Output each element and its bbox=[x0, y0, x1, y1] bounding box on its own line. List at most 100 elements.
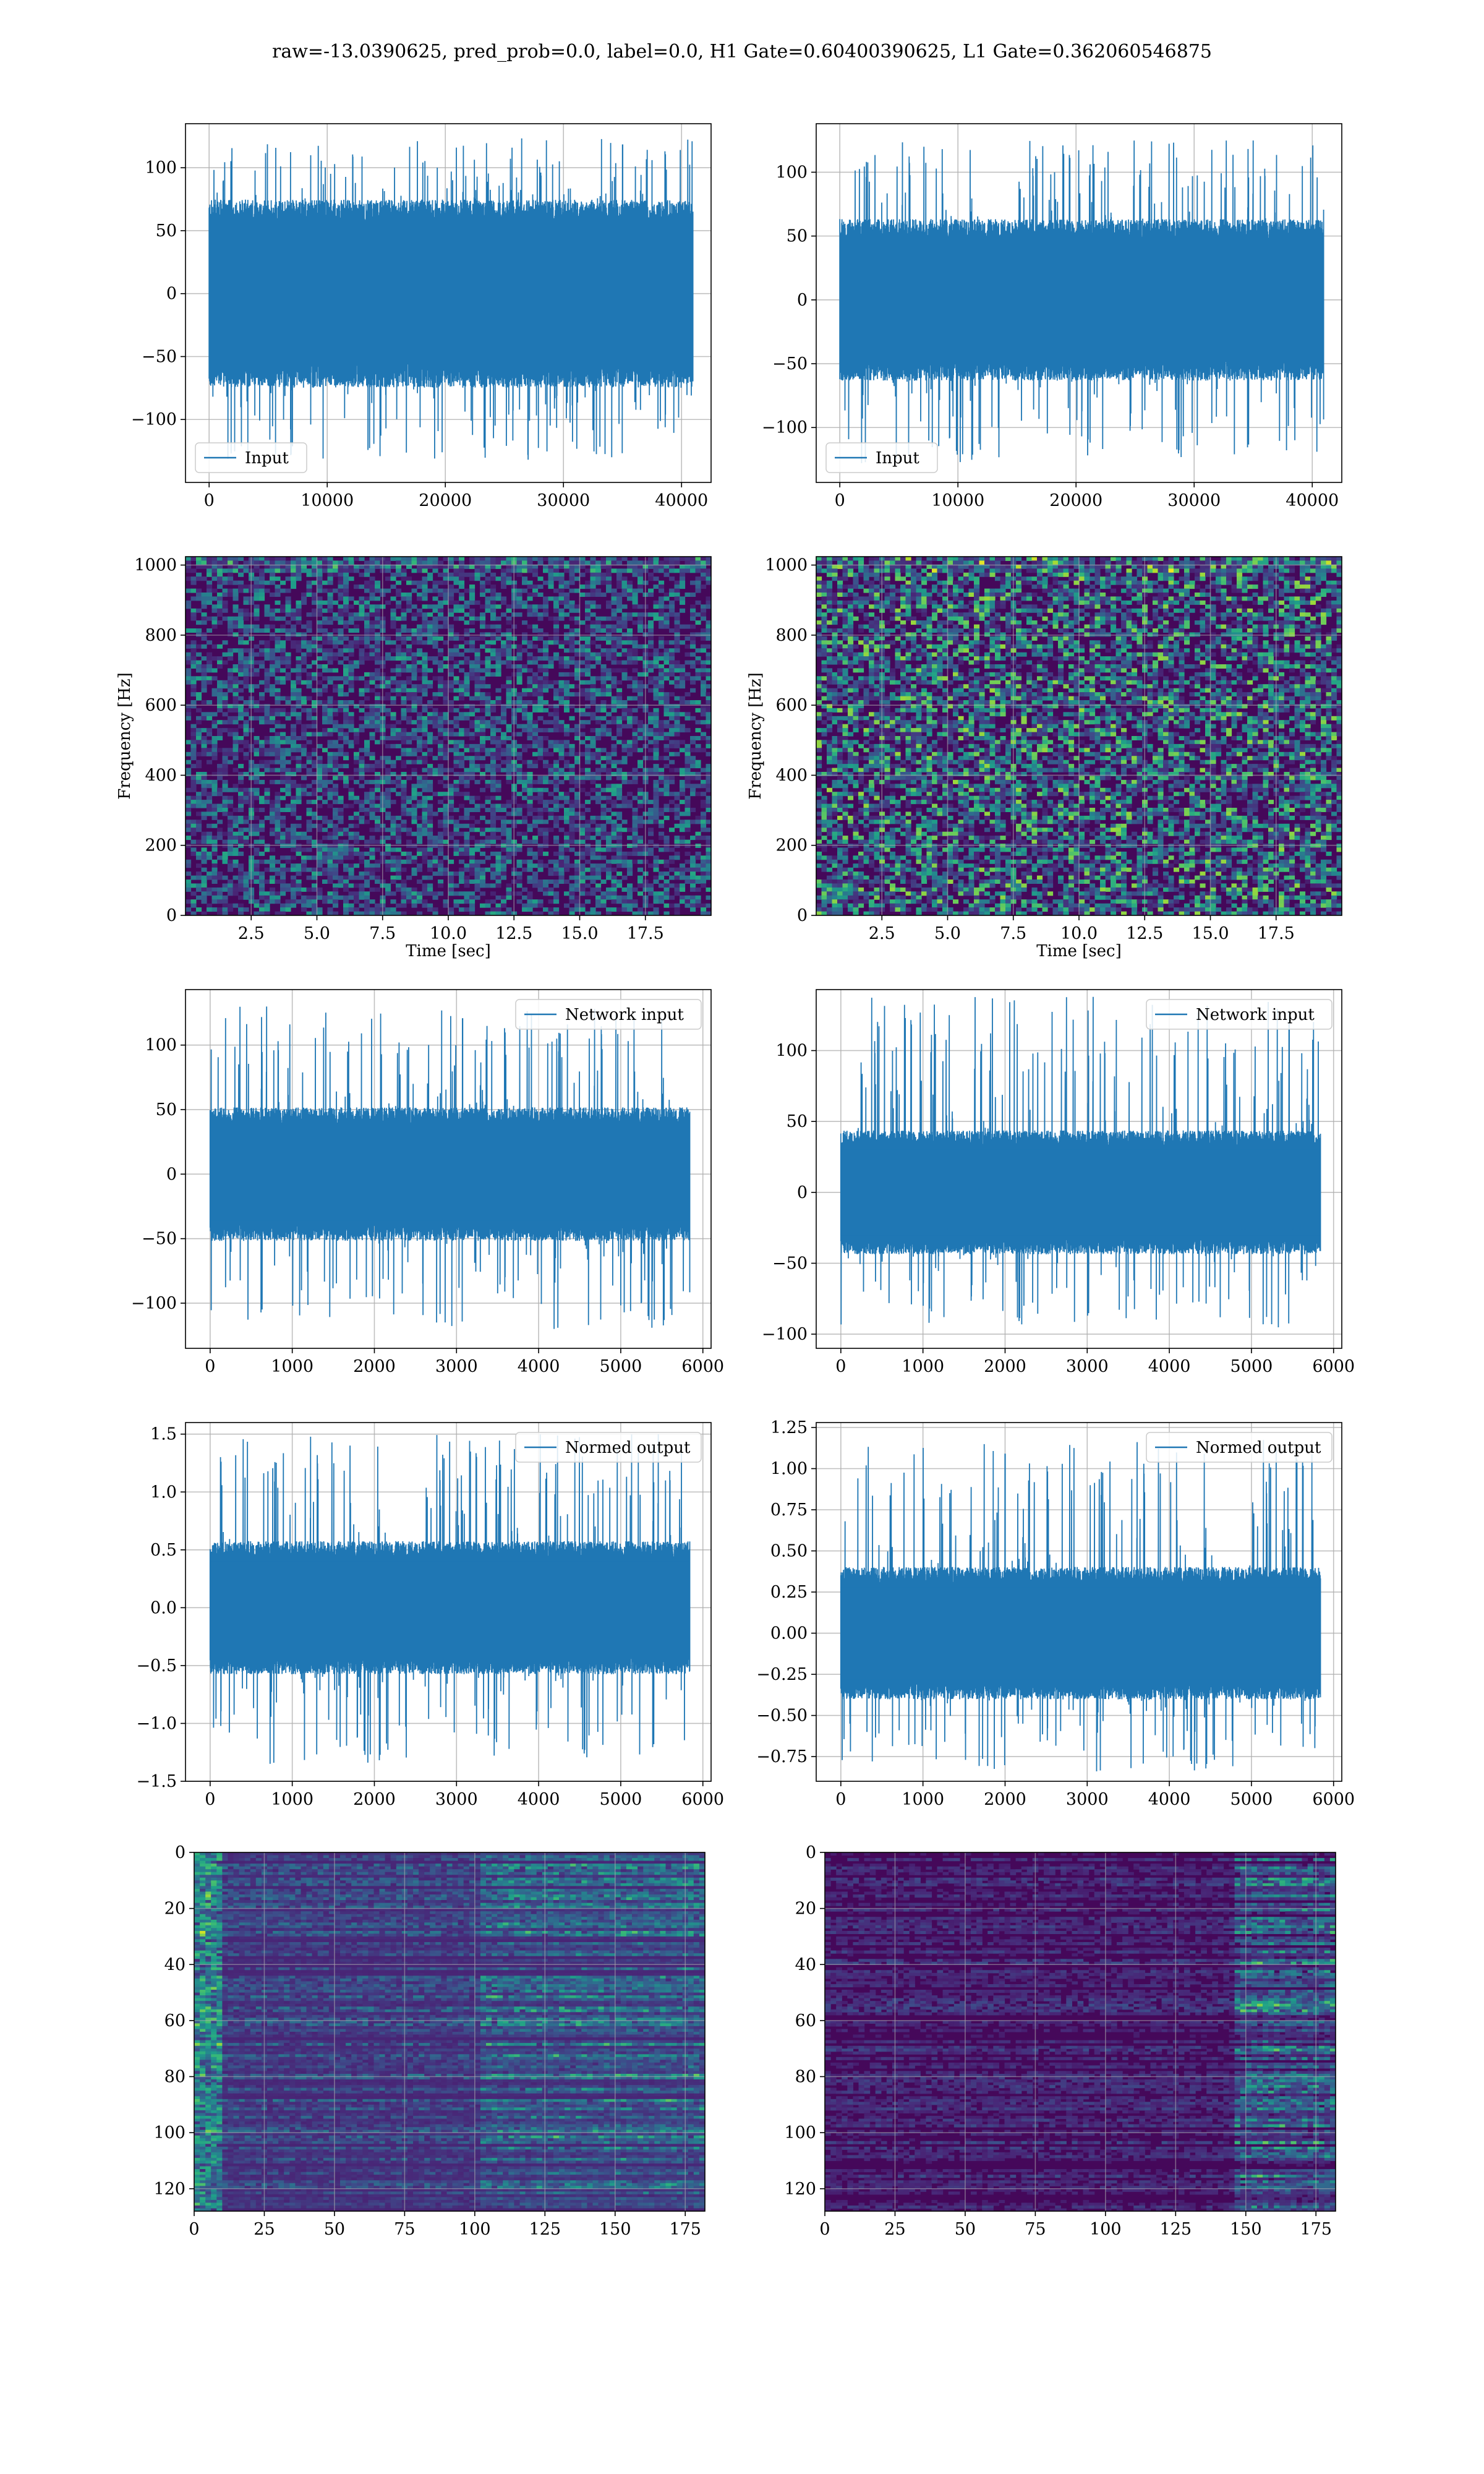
y-tick-label: −100 bbox=[131, 410, 177, 429]
x-tick-label: 175 bbox=[1300, 2220, 1332, 2239]
x-tick-label: 2000 bbox=[984, 1790, 1026, 1809]
series-band bbox=[840, 1587, 1321, 1680]
y-tick-label: 100 bbox=[153, 2123, 186, 2142]
x-axis-label: Time [sec] bbox=[406, 942, 491, 961]
x-tick-label: 0 bbox=[205, 1790, 215, 1809]
figure-title: raw=-13.0390625, pred_prob=0.0, label=0.… bbox=[0, 41, 1484, 62]
x-tick-label: 1000 bbox=[902, 1790, 944, 1809]
y-tick-label: 1.5 bbox=[150, 1425, 177, 1444]
x-tick-label: 100 bbox=[1090, 2220, 1122, 2239]
y-tick-label: 600 bbox=[145, 696, 177, 715]
x-tick-label: 10000 bbox=[931, 491, 984, 510]
x-tick-label: 50 bbox=[955, 2220, 976, 2239]
x-tick-label: 6000 bbox=[681, 1790, 724, 1809]
x-tick-label: 75 bbox=[394, 2220, 415, 2239]
x-axis-label: Time [sec] bbox=[1036, 942, 1122, 961]
series-band bbox=[210, 1128, 690, 1221]
y-tick-label: 800 bbox=[145, 626, 177, 645]
legend-label: Normed output bbox=[565, 1439, 691, 1457]
y-tick-label: 0 bbox=[166, 1165, 177, 1184]
x-tick-label: 12.5 bbox=[1126, 924, 1163, 943]
axes-frame bbox=[185, 989, 712, 1349]
y-tick-label: 0 bbox=[797, 906, 808, 925]
y-tick-label: 0 bbox=[166, 906, 177, 925]
series-band bbox=[840, 244, 1324, 356]
x-tick-label: 175 bbox=[669, 2220, 701, 2239]
panel-feature-map-h1: 0 25 50 75 100 125 150 175 0 20 40 60 80 100 120 bbox=[153, 1843, 706, 2239]
y-tick-label: 200 bbox=[775, 836, 808, 855]
x-tick-label: 0 bbox=[819, 2220, 830, 2239]
panel-feature-map-l1: 0 25 50 75 100 125 150 175 0 20 40 60 80 100 120 bbox=[784, 1843, 1336, 2239]
x-tick-label: 5.0 bbox=[934, 924, 961, 943]
x-tick-label: 0 bbox=[205, 1357, 215, 1376]
x-tick-label: 30000 bbox=[1167, 491, 1221, 510]
y-tick-label: 40 bbox=[164, 1955, 186, 1974]
series-band bbox=[209, 228, 693, 359]
x-tick-label: 2000 bbox=[353, 1790, 396, 1809]
y-tick-label: 600 bbox=[775, 696, 808, 715]
y-tick-label: −100 bbox=[762, 1325, 808, 1344]
y-tick-label: 0.25 bbox=[770, 1583, 808, 1602]
y-tick-label: −0.75 bbox=[756, 1747, 808, 1766]
y-tick-label: 100 bbox=[775, 1042, 808, 1061]
legend: Network input bbox=[1146, 999, 1333, 1030]
y-tick-label: −0.5 bbox=[136, 1656, 177, 1676]
x-tick-label: 20000 bbox=[1049, 491, 1102, 510]
x-tick-label: 50 bbox=[324, 2220, 345, 2239]
x-tick-label: 3000 bbox=[1066, 1357, 1109, 1376]
panel-normed-output-l1: 0 1000 2000 3000 4000 5000 6000 −0.75 −0.50 −0.25… bbox=[756, 1418, 1355, 1809]
x-tick-label: 75 bbox=[1025, 2220, 1046, 2239]
legend-label: Normed output bbox=[1196, 1439, 1321, 1457]
y-tick-label: 50 bbox=[787, 1112, 808, 1131]
axes-frame bbox=[816, 123, 1342, 483]
y-tick-label: 0.75 bbox=[770, 1500, 808, 1520]
x-tick-label: 30000 bbox=[537, 491, 590, 510]
panel-spectrogram-h1: 2.5 5.0 7.5 10.0 12.5 15.0 17.5 0 200 400 600 800 10… bbox=[116, 556, 712, 961]
x-tick-label: 6000 bbox=[1312, 1790, 1355, 1809]
y-tick-label: 1.00 bbox=[770, 1459, 808, 1478]
x-tick-label: 125 bbox=[1160, 2220, 1192, 2239]
y-tick-label: −1.0 bbox=[136, 1714, 177, 1733]
y-tick-label: −50 bbox=[142, 347, 177, 366]
y-tick-label: 1000 bbox=[765, 556, 808, 575]
panel-input-l1: 0 10000 20000 30000 40000 −100 −50 0 50 100 Input bbox=[762, 123, 1342, 510]
x-tick-label: 7.5 bbox=[369, 924, 396, 943]
legend: Input bbox=[195, 442, 307, 473]
y-tick-label: −0.25 bbox=[756, 1665, 808, 1684]
y-tick-label: −0.50 bbox=[756, 1706, 808, 1726]
x-tick-label: 125 bbox=[529, 2220, 561, 2239]
y-tick-label: 100 bbox=[784, 2123, 816, 2142]
y-tick-label: 0 bbox=[797, 291, 808, 310]
axes-frame bbox=[816, 1422, 1342, 1782]
x-tick-label: 4000 bbox=[1148, 1357, 1191, 1376]
x-tick-label: 10.0 bbox=[430, 924, 467, 943]
legend-label: Input bbox=[245, 449, 289, 468]
x-tick-label: 2000 bbox=[353, 1357, 396, 1376]
grid-lines bbox=[186, 557, 711, 916]
heatmap-image bbox=[825, 1852, 1336, 2211]
x-tick-label: 4000 bbox=[518, 1790, 560, 1809]
series-band bbox=[210, 1561, 690, 1654]
y-tick-label: −1.5 bbox=[136, 1772, 177, 1791]
x-tick-label: 3000 bbox=[435, 1790, 478, 1809]
x-tick-label: 5000 bbox=[1230, 1790, 1273, 1809]
y-tick-label: −100 bbox=[762, 418, 808, 437]
x-tick-label: 150 bbox=[1230, 2220, 1262, 2239]
x-tick-label: 1000 bbox=[902, 1357, 944, 1376]
x-tick-label: 0 bbox=[835, 1357, 846, 1376]
x-tick-label: 17.5 bbox=[627, 924, 664, 943]
legend: Network input bbox=[515, 999, 702, 1030]
y-tick-label: 120 bbox=[784, 2180, 816, 2199]
x-tick-label: 150 bbox=[599, 2220, 631, 2239]
y-tick-label: 400 bbox=[775, 766, 808, 785]
y-tick-label: 0.00 bbox=[770, 1624, 808, 1643]
y-tick-label: 0 bbox=[175, 1843, 186, 1862]
panel-network-input-l1: 0 1000 2000 3000 4000 5000 6000 −100 −50 0 50 100 Ne… bbox=[762, 989, 1355, 1376]
axes-frame bbox=[185, 1422, 712, 1782]
y-tick-label: 80 bbox=[795, 2068, 816, 2087]
x-tick-label: 0 bbox=[189, 2220, 199, 2239]
legend: Normed output bbox=[1146, 1432, 1333, 1463]
x-tick-label: 2000 bbox=[984, 1357, 1026, 1376]
y-tick-label: −50 bbox=[772, 354, 808, 374]
y-tick-label: 400 bbox=[145, 766, 177, 785]
